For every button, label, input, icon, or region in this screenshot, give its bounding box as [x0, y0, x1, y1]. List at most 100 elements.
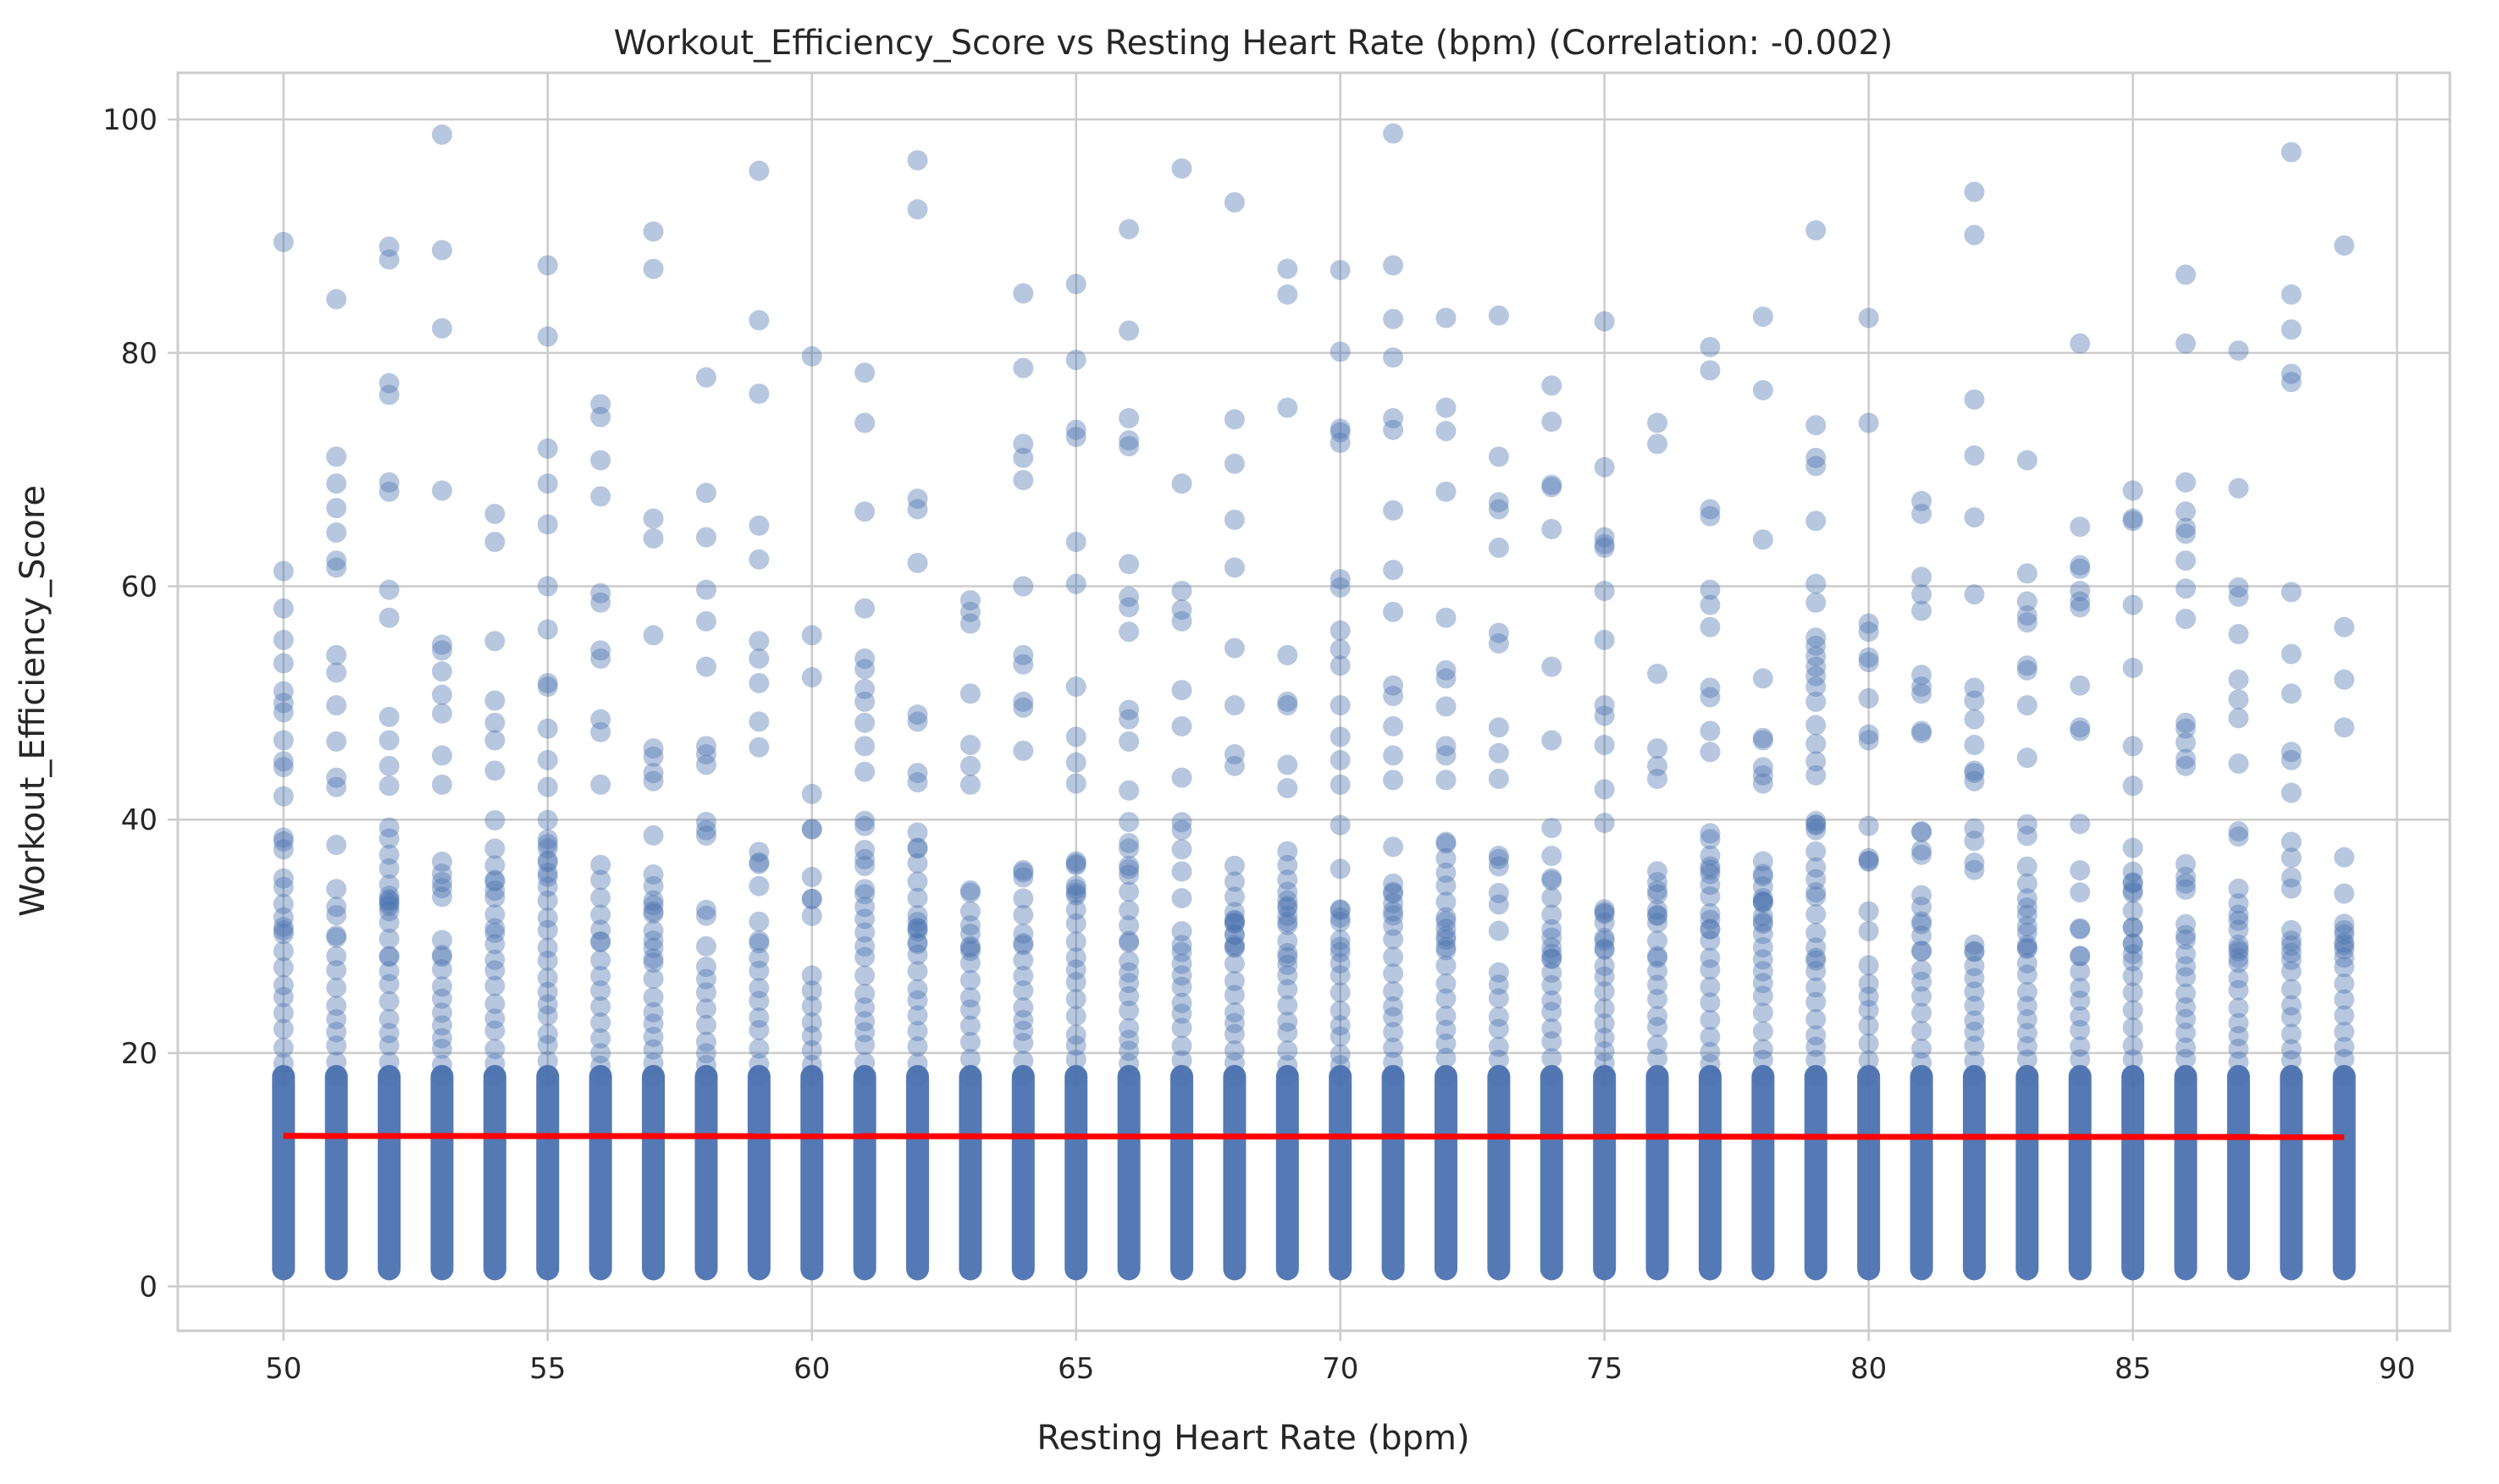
scatter-point — [2176, 983, 2197, 1004]
scatter-point — [2122, 1035, 2143, 1056]
scatter-point — [854, 965, 876, 986]
scatter-point — [1647, 738, 1668, 759]
scatter-point — [590, 904, 611, 925]
scatter-point — [1700, 677, 1721, 698]
scatter-point — [2070, 1066, 2091, 1087]
scatter-point — [379, 1034, 400, 1056]
scatter-point — [2122, 1000, 2143, 1021]
x-tick-label: 90 — [2379, 1352, 2415, 1386]
scatter-point — [854, 935, 876, 957]
scatter-point — [1224, 557, 1245, 578]
scatter-point — [431, 945, 452, 966]
scatter-point — [273, 653, 294, 674]
scatter-point — [1224, 1001, 1245, 1023]
scatter-point — [1224, 910, 1245, 931]
scatter-point — [1858, 815, 1879, 836]
scatter-column-51 — [324, 289, 348, 1281]
scatter-point — [1964, 1021, 1985, 1042]
scatter-point — [2016, 937, 2037, 958]
scatter-point — [1224, 909, 1245, 930]
scatter-point — [854, 648, 876, 669]
scatter-point — [1224, 509, 1245, 530]
scatter-point — [326, 522, 347, 543]
scatter-point — [1435, 862, 1457, 883]
scatter-point — [2281, 831, 2302, 852]
scatter-point — [1488, 492, 1509, 513]
scatter-point — [1752, 863, 1773, 885]
scatter-point — [1858, 621, 1879, 643]
scatter-point — [854, 678, 876, 699]
scatter-point — [1594, 735, 1615, 756]
scatter-point — [854, 1011, 876, 1032]
scatter-point — [2070, 591, 2091, 612]
scatter-point — [537, 908, 558, 929]
scatter-point — [1594, 998, 1615, 1019]
scatter-point — [1065, 273, 1086, 295]
scatter-point — [1065, 676, 1086, 698]
scatter-point — [379, 775, 400, 797]
scatter-point — [1911, 566, 1932, 588]
scatter-point — [959, 941, 981, 962]
scatter-point — [695, 825, 716, 847]
scatter-point — [2070, 597, 2091, 618]
scatter-point — [2016, 591, 2037, 612]
scatter-point — [643, 903, 664, 924]
scatter-point — [2016, 450, 2037, 471]
scatter-point — [1277, 914, 1298, 935]
x-axis-label: Resting Heart Rate (bpm) — [1037, 1419, 1469, 1458]
scatter-point — [695, 819, 716, 841]
scatter-point — [1224, 937, 1245, 958]
scatter-point — [1964, 968, 1985, 989]
scatter-point — [1752, 1021, 1773, 1042]
scatter-point — [2281, 878, 2302, 899]
scatter-point — [1700, 919, 1721, 940]
x-tick-label: 85 — [2115, 1352, 2151, 1386]
scatter-point — [2228, 938, 2249, 959]
scatter-point — [326, 695, 347, 716]
scatter-point — [1330, 941, 1351, 963]
scatter-point — [2228, 340, 2249, 361]
scatter-point — [1805, 510, 1827, 532]
scatter-point — [1541, 937, 1562, 958]
scatter-point — [1911, 1020, 1932, 1041]
scatter-point — [1752, 1066, 1773, 1087]
scatter-point — [643, 895, 664, 916]
scatter-point — [1277, 692, 1298, 712]
scatter-point — [907, 488, 928, 510]
scatter-point — [273, 598, 294, 619]
scatter-point — [1383, 836, 1404, 858]
scatter-point — [431, 871, 452, 892]
scatter-point — [1911, 821, 1932, 842]
scatter-point — [1541, 1031, 1562, 1052]
scatter-point — [1277, 897, 1298, 919]
scatter-point — [1594, 779, 1615, 800]
scatter-point — [1594, 527, 1615, 548]
scatter-point — [643, 901, 664, 922]
scatter-point — [1224, 755, 1245, 776]
scatter-point — [1224, 637, 1245, 659]
scatter-point — [1488, 962, 1509, 983]
scatter-point — [643, 746, 664, 767]
scatter-point — [1594, 1040, 1615, 1062]
scatter-point — [2016, 904, 2037, 925]
scatter-point — [2176, 732, 2197, 753]
scatter-point — [1383, 915, 1404, 936]
scatter-point — [590, 1012, 611, 1034]
scatter-point — [1752, 913, 1773, 935]
scatter-point — [1277, 841, 1298, 862]
scatter-point — [1383, 715, 1404, 736]
scatter-point — [1700, 360, 1721, 381]
scatter-point — [484, 1053, 506, 1074]
scatter-point — [1119, 709, 1140, 730]
scatter-point — [326, 927, 347, 948]
scatter-point — [537, 968, 558, 989]
scatter-point — [2070, 554, 2091, 576]
scatter-point — [2334, 939, 2355, 960]
scatter-point — [749, 853, 770, 874]
scatter-point — [854, 501, 876, 522]
scatter-point — [379, 706, 400, 727]
scatter-point — [2281, 782, 2302, 803]
scatter-point — [2334, 847, 2355, 868]
scatter-point — [379, 1023, 400, 1044]
scatter-point — [1224, 744, 1245, 765]
